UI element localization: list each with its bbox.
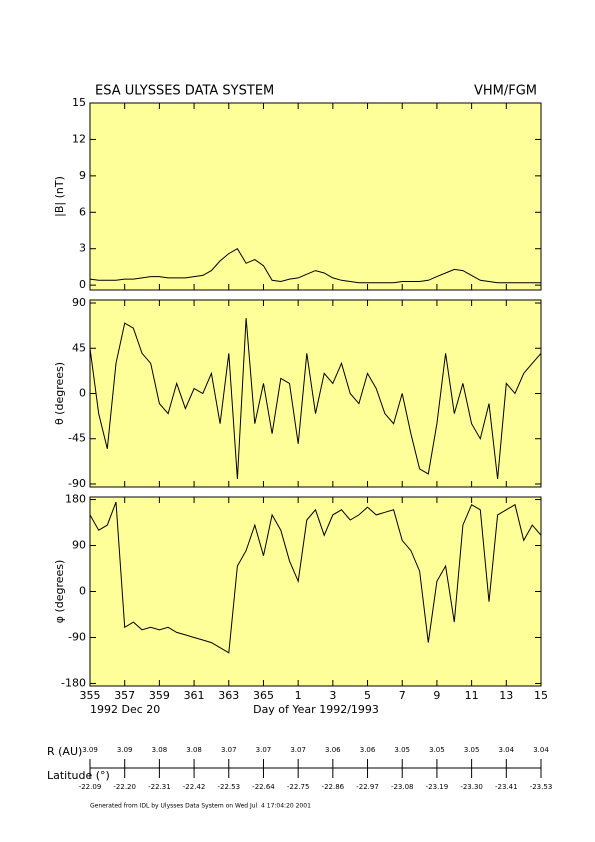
latitude-value: -22.64 bbox=[252, 783, 275, 791]
y-tick-label: 0 bbox=[79, 387, 86, 400]
y-tick-label: 9 bbox=[79, 169, 86, 182]
x-tick-label: 3 bbox=[329, 689, 336, 702]
latitude-value: -22.86 bbox=[322, 783, 345, 791]
r-value: 3.07 bbox=[221, 746, 237, 754]
y-tick-label: 0 bbox=[79, 278, 86, 291]
latitude-value: -22.97 bbox=[356, 783, 379, 791]
y-axis-label: |B| (nT) bbox=[53, 176, 66, 217]
data-line bbox=[89, 318, 542, 480]
plot-background bbox=[89, 102, 542, 291]
r-value: 3.08 bbox=[152, 746, 168, 754]
r-value: 3.08 bbox=[186, 746, 202, 754]
data-line bbox=[89, 248, 541, 284]
r-value: 3.07 bbox=[256, 746, 272, 754]
y-tick-label: 15 bbox=[72, 96, 86, 109]
footer: Generated from IDL by Ulysses Data Syste… bbox=[90, 803, 311, 810]
r-value: 3.06 bbox=[325, 746, 341, 754]
latitude-value: -22.09 bbox=[79, 783, 102, 791]
plot-background bbox=[89, 299, 542, 488]
x-tick-label: 5 bbox=[364, 689, 371, 702]
y-tick-label: 45 bbox=[72, 341, 86, 354]
r-value: 3.07 bbox=[290, 746, 306, 754]
latitude-value: -22.31 bbox=[148, 783, 171, 791]
header-title: ESA ULYSSES DATA SYSTEM bbox=[95, 84, 274, 99]
r-value: 3.09 bbox=[82, 746, 98, 754]
r-value: 3.06 bbox=[360, 746, 376, 754]
r-value: 3.09 bbox=[117, 746, 133, 754]
y-tick-label: 3 bbox=[79, 242, 86, 255]
latitude-value: -23.53 bbox=[530, 783, 553, 791]
y-tick-label: -45 bbox=[68, 432, 86, 445]
x-tick-label: 1 bbox=[295, 689, 302, 702]
latitude-value: -23.08 bbox=[391, 783, 414, 791]
r-value: 3.04 bbox=[499, 746, 515, 754]
y-tick-label: -90 bbox=[68, 477, 86, 490]
y-axis-label: θ (degrees) bbox=[53, 362, 66, 425]
y-tick-label: -180 bbox=[61, 676, 86, 689]
r-value: 3.05 bbox=[394, 746, 410, 754]
x-tick-label: 9 bbox=[433, 689, 440, 702]
r-value: 3.04 bbox=[533, 746, 549, 754]
y-tick-label: 180 bbox=[65, 493, 86, 506]
x-tick-label: 13 bbox=[499, 689, 513, 702]
y-tick-label: 12 bbox=[72, 132, 86, 145]
latitude-label: Latitude (°) bbox=[47, 769, 110, 782]
y-tick-label: 0 bbox=[79, 585, 86, 598]
header-instrument: VHM/FGM bbox=[474, 84, 537, 99]
x-tick-label: 7 bbox=[399, 689, 406, 702]
y-tick-label: 6 bbox=[79, 205, 86, 218]
latitude-value: -22.42 bbox=[183, 783, 206, 791]
r-label: R (AU) bbox=[47, 745, 82, 758]
x-tick-label: 355 bbox=[80, 689, 101, 702]
x-tick-label: 361 bbox=[184, 689, 205, 702]
r-value: 3.05 bbox=[464, 746, 480, 754]
latitude-value: -22.53 bbox=[217, 783, 240, 791]
plot-background bbox=[89, 496, 542, 687]
y-tick-label: -90 bbox=[68, 630, 86, 643]
latitude-value: -23.30 bbox=[460, 783, 483, 791]
x-tick-label: 15 bbox=[534, 689, 548, 702]
start-date: 1992 Dec 20 bbox=[90, 703, 160, 716]
latitude-value: -23.19 bbox=[426, 783, 449, 791]
x-tick-label: 363 bbox=[218, 689, 239, 702]
x-tick-label: 365 bbox=[253, 689, 274, 702]
latitude-value: -22.20 bbox=[113, 783, 136, 791]
x-axis-label: Day of Year 1992/1993 bbox=[253, 703, 379, 716]
y-axis-label: φ (degrees) bbox=[53, 560, 66, 624]
x-tick-label: 357 bbox=[114, 689, 135, 702]
r-value: 3.05 bbox=[429, 746, 445, 754]
y-tick-label: 90 bbox=[72, 296, 86, 309]
y-tick-label: 90 bbox=[72, 539, 86, 552]
latitude-value: -23.41 bbox=[495, 783, 518, 791]
x-tick-label: 11 bbox=[465, 689, 479, 702]
latitude-value: -22.75 bbox=[287, 783, 310, 791]
data-line bbox=[89, 501, 542, 654]
x-tick-label: 359 bbox=[149, 689, 170, 702]
